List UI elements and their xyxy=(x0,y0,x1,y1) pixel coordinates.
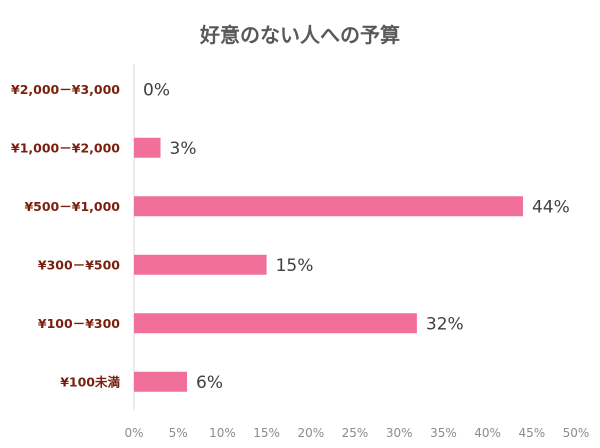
data-label: 6% xyxy=(196,373,223,393)
category-labels-layer: ¥2,000－¥3,000 ¥1,000－¥2,000 ¥500－¥1,000 ¥30… xyxy=(11,82,120,390)
category-label: ¥2,000－¥3,000 xyxy=(11,82,120,97)
bars-layer xyxy=(134,137,523,392)
bar xyxy=(134,137,161,158)
category-label: ¥500－¥1,000 xyxy=(24,199,120,214)
x-tick-label: 45% xyxy=(518,426,545,440)
x-tick-label: 40% xyxy=(474,426,501,440)
category-label: ¥1,000－¥2,000 xyxy=(11,140,120,155)
x-tick-label: 10% xyxy=(209,426,236,440)
x-tick-label: 30% xyxy=(386,426,413,440)
x-tick-label: 0% xyxy=(124,426,143,440)
category-label: ¥100未満 xyxy=(60,374,120,389)
x-tick-label: 20% xyxy=(297,426,324,440)
data-label: 0% xyxy=(143,80,170,100)
category-label: ¥100－¥300 xyxy=(38,316,120,331)
bar xyxy=(134,313,417,334)
data-label: 3% xyxy=(170,139,197,159)
x-tick-label: 15% xyxy=(253,426,280,440)
data-label: 32% xyxy=(426,314,464,334)
x-tick-label: 25% xyxy=(342,426,369,440)
data-labels-layer: 0% 3% 44% 15% 32% 6% xyxy=(143,80,570,393)
x-tick-label: 35% xyxy=(430,426,457,440)
category-label: ¥300－¥500 xyxy=(38,257,120,272)
x-tick-label: 5% xyxy=(169,426,188,440)
chart-title: 好意のない人への予算 xyxy=(199,23,400,47)
bar xyxy=(134,196,523,217)
x-tick-labels-layer: 0% 5% 10% 15% 20% 25% 30% 35% 40% 45% 50% xyxy=(124,426,589,440)
data-label: 44% xyxy=(532,197,570,217)
bar xyxy=(134,371,188,392)
x-tick-label: 50% xyxy=(563,426,590,440)
bar xyxy=(134,254,267,275)
data-label: 15% xyxy=(276,256,314,276)
